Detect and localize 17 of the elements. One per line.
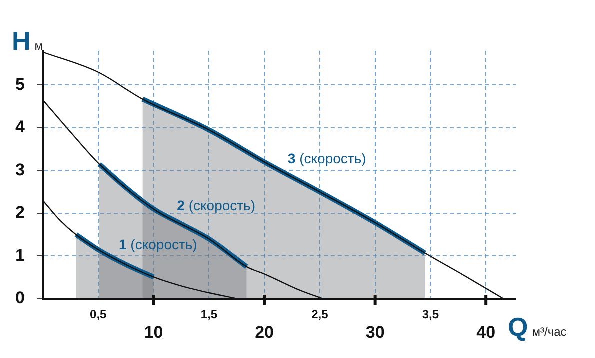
x2-tick-label: 1,5 <box>200 308 218 322</box>
x-tick-label: 20 <box>255 322 274 342</box>
series-label: 1 (скорость) <box>119 236 198 253</box>
y-tick-label: 4 <box>16 118 26 137</box>
series-label: 3 (скорость) <box>288 150 366 167</box>
y-tick-label: 1 <box>16 246 25 265</box>
y-tick-label: 3 <box>16 160 25 180</box>
y-tick-label: 0 <box>16 288 25 308</box>
x-tick-label: 30 <box>366 322 385 342</box>
x2-tick-label: 2,5 <box>312 308 329 322</box>
x2-tick-label: 0,5 <box>90 308 108 322</box>
series-label: 2 (скорость) <box>177 198 256 214</box>
y-tick-label: 5 <box>16 74 25 94</box>
y-tick-label: 2 <box>16 203 25 222</box>
x-tick-label: 10 <box>144 322 164 342</box>
x-tick-label: 40 <box>476 322 496 342</box>
x2-tick-label: 3,5 <box>422 308 440 322</box>
